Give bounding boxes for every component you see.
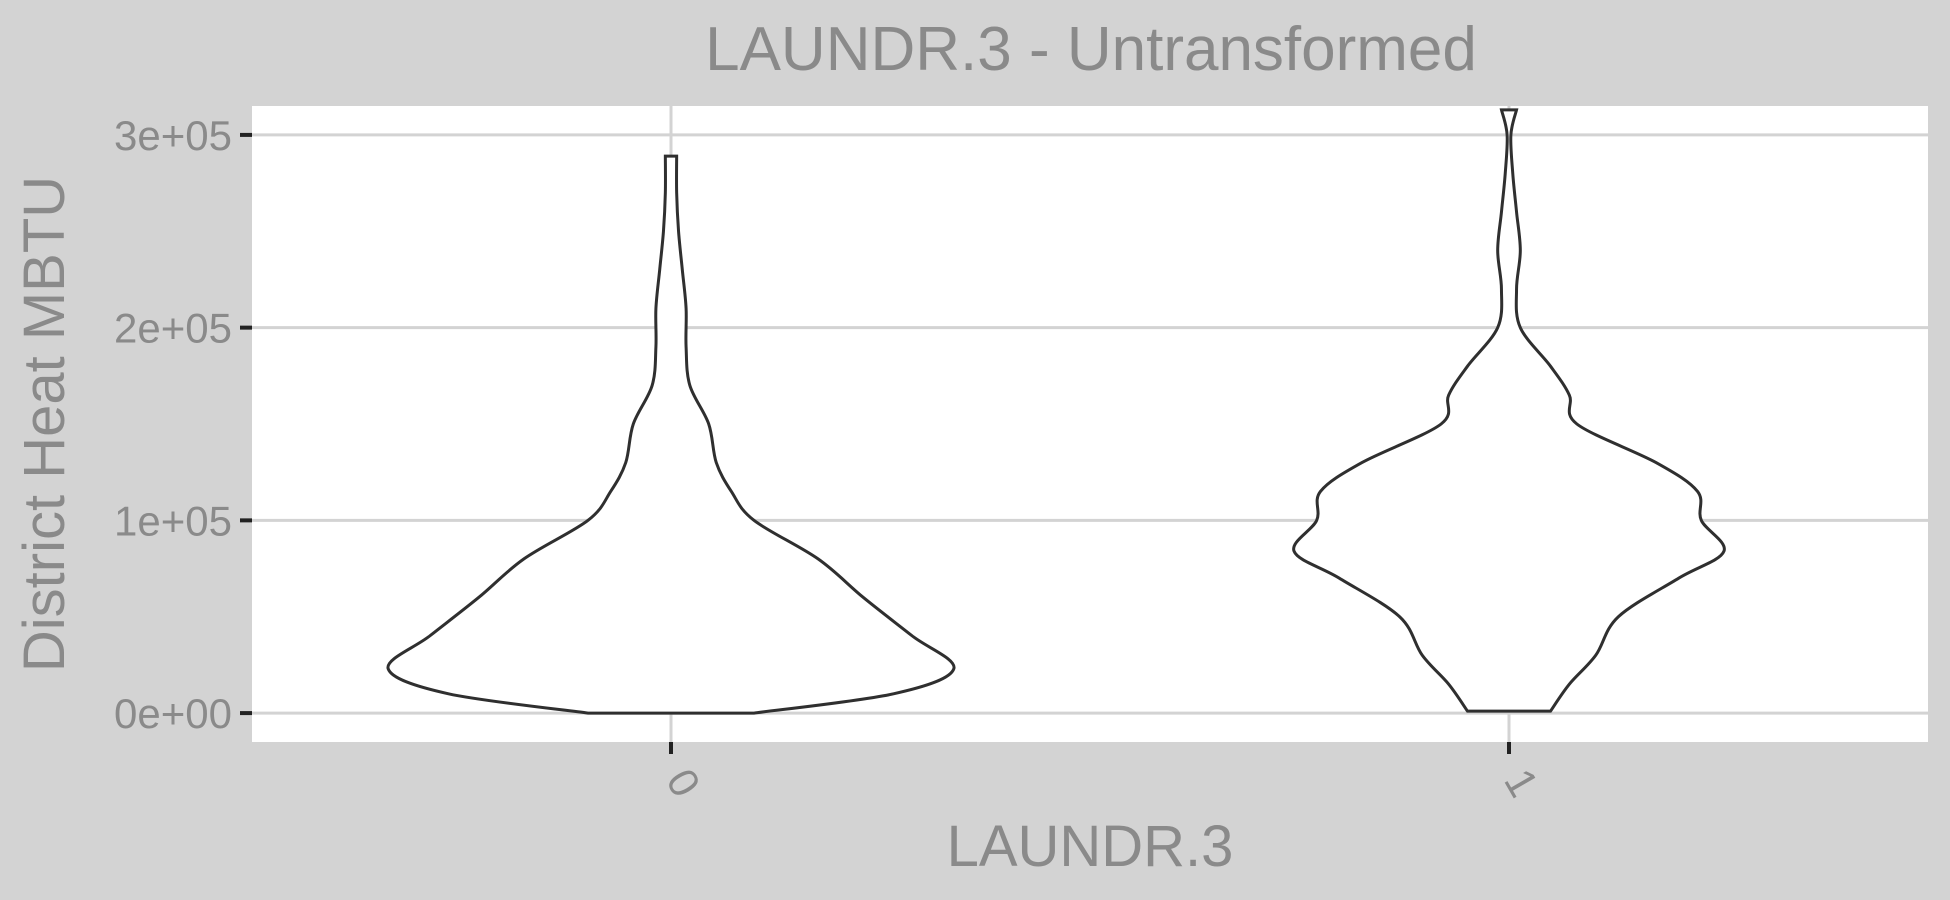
y-tick-label: 2e+05 xyxy=(114,305,232,352)
violin-1 xyxy=(1292,108,1726,713)
y-tick-label: 3e+05 xyxy=(114,112,232,159)
x-tick-label: 0 xyxy=(657,761,709,805)
violin-0 xyxy=(386,154,956,715)
y-tick-label: 1e+05 xyxy=(114,497,232,544)
y-axis-title: District Heat MBTU xyxy=(12,176,77,672)
x-axis-title: LAUNDR.3 xyxy=(947,814,1234,879)
chart-title: LAUNDR.3 - Untransformed xyxy=(705,15,1477,84)
violins xyxy=(386,108,1726,715)
x-tick-label: 1 xyxy=(1495,761,1547,805)
y-tick-label: 0e+00 xyxy=(114,690,232,737)
axes: 0e+00 1e+05 2e+05 3e+05 0 1 xyxy=(114,112,1548,805)
